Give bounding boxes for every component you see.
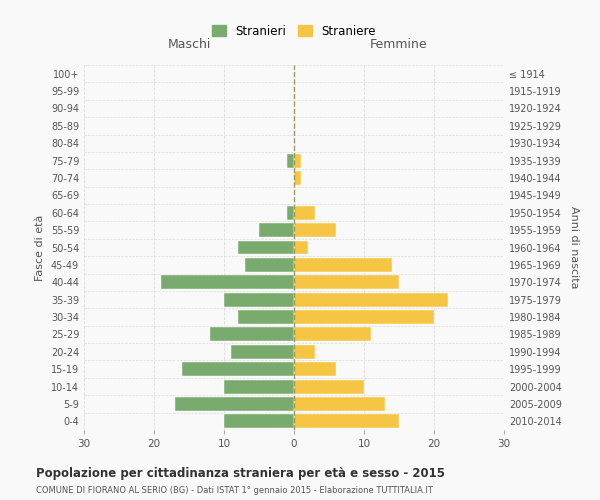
Bar: [231, 345, 294, 358]
Bar: [294, 362, 336, 376]
Bar: [210, 328, 294, 342]
Bar: [294, 310, 434, 324]
Bar: [294, 380, 364, 394]
Bar: [175, 397, 294, 411]
Bar: [294, 206, 315, 220]
Text: Maschi: Maschi: [167, 38, 211, 51]
Bar: [294, 328, 371, 342]
Y-axis label: Anni di nascita: Anni di nascita: [569, 206, 578, 289]
Legend: Stranieri, Straniere: Stranieri, Straniere: [207, 20, 381, 42]
Bar: [294, 292, 448, 306]
Bar: [259, 223, 294, 237]
Bar: [294, 258, 392, 272]
Bar: [294, 171, 301, 185]
Bar: [294, 223, 336, 237]
Bar: [294, 414, 399, 428]
Bar: [294, 240, 308, 254]
Text: Femmine: Femmine: [370, 38, 428, 51]
Bar: [224, 414, 294, 428]
Bar: [238, 240, 294, 254]
Bar: [294, 154, 301, 168]
Bar: [294, 397, 385, 411]
Bar: [238, 310, 294, 324]
Bar: [287, 206, 294, 220]
Bar: [287, 154, 294, 168]
Y-axis label: Fasce di età: Fasce di età: [35, 214, 45, 280]
Bar: [161, 276, 294, 289]
Bar: [294, 276, 399, 289]
Text: Popolazione per cittadinanza straniera per età e sesso - 2015: Popolazione per cittadinanza straniera p…: [36, 468, 445, 480]
Bar: [224, 292, 294, 306]
Text: COMUNE DI FIORANO AL SERIO (BG) - Dati ISTAT 1° gennaio 2015 - Elaborazione TUTT: COMUNE DI FIORANO AL SERIO (BG) - Dati I…: [36, 486, 433, 495]
Bar: [245, 258, 294, 272]
Bar: [224, 380, 294, 394]
Bar: [294, 345, 315, 358]
Bar: [182, 362, 294, 376]
